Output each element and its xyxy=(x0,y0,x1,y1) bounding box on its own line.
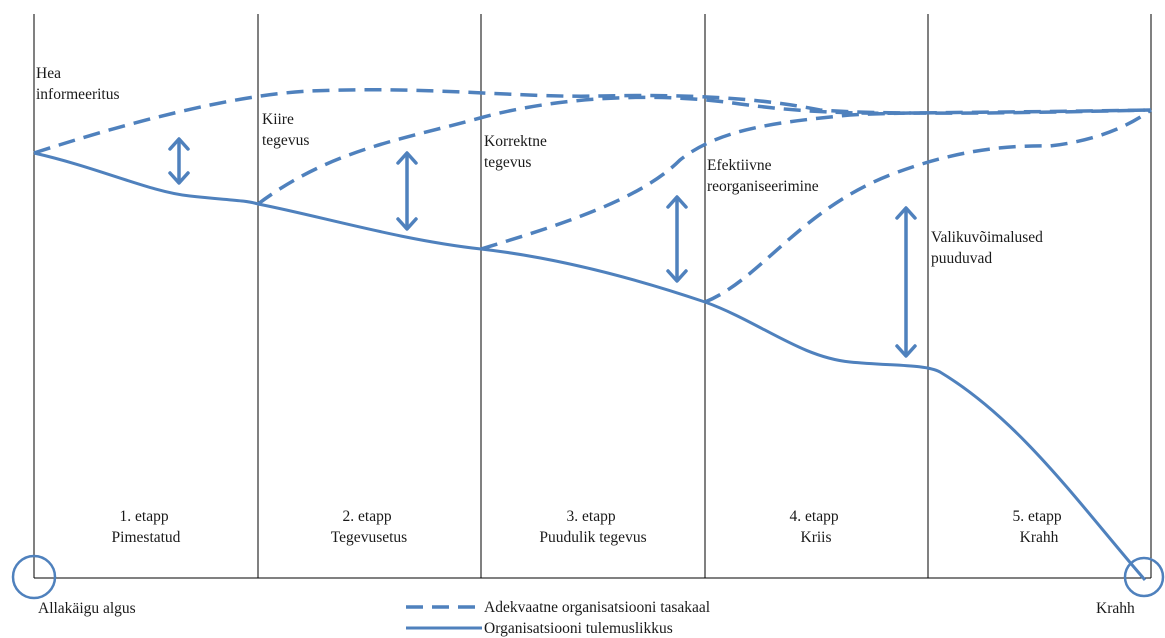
legend: Adekvaatne organisatsiooni tasakaal Orga… xyxy=(406,599,710,637)
gap-arrow-2 xyxy=(396,151,418,231)
annotation-korrektne: Korrektne tegevus xyxy=(484,133,551,171)
gap-arrow-1 xyxy=(168,137,190,185)
equilibrium-curve-3 xyxy=(480,108,1152,251)
stage-5-label: 5. etapp Krahh xyxy=(1013,508,1066,546)
annotation-kiire: Kiire tegevus xyxy=(262,111,309,149)
annotation-hea: Hea informeeritus xyxy=(36,65,120,103)
annotation-efektiivne: Efektiivne reorganiseerimine xyxy=(707,157,819,195)
stage-4-label: 4. etapp Kriis xyxy=(790,508,843,546)
start-label: Allakäigu algus xyxy=(38,600,136,617)
stage-3-label: 3. etapp Puudulik tegevus xyxy=(539,508,646,546)
end-marker-icon xyxy=(1123,556,1165,598)
equilibrium-curves xyxy=(33,88,1153,304)
gap-arrow-4 xyxy=(895,206,917,358)
start-marker-icon xyxy=(11,554,57,600)
legend-solid-label: Organisatsiooni tulemuslikkus xyxy=(484,620,673,637)
stage-dividers xyxy=(33,14,1152,578)
performance-curve xyxy=(33,151,1147,581)
stage-1-label: 1. etapp Pimestatud xyxy=(112,508,181,546)
legend-dashed-label: Adekvaatne organisatsiooni tasakaal xyxy=(484,599,710,616)
end-label: Krahh xyxy=(1096,600,1135,617)
gap-arrow-3 xyxy=(666,195,688,283)
annotation-valiku: Valikuvõimalused puuduvad xyxy=(931,229,1047,267)
equilibrium-curve-2 xyxy=(256,95,921,206)
stage-2-label: 2. etapp Tegevusetus xyxy=(331,508,407,546)
equilibrium-curve-4 xyxy=(704,108,1153,304)
gap-arrows xyxy=(168,137,917,358)
